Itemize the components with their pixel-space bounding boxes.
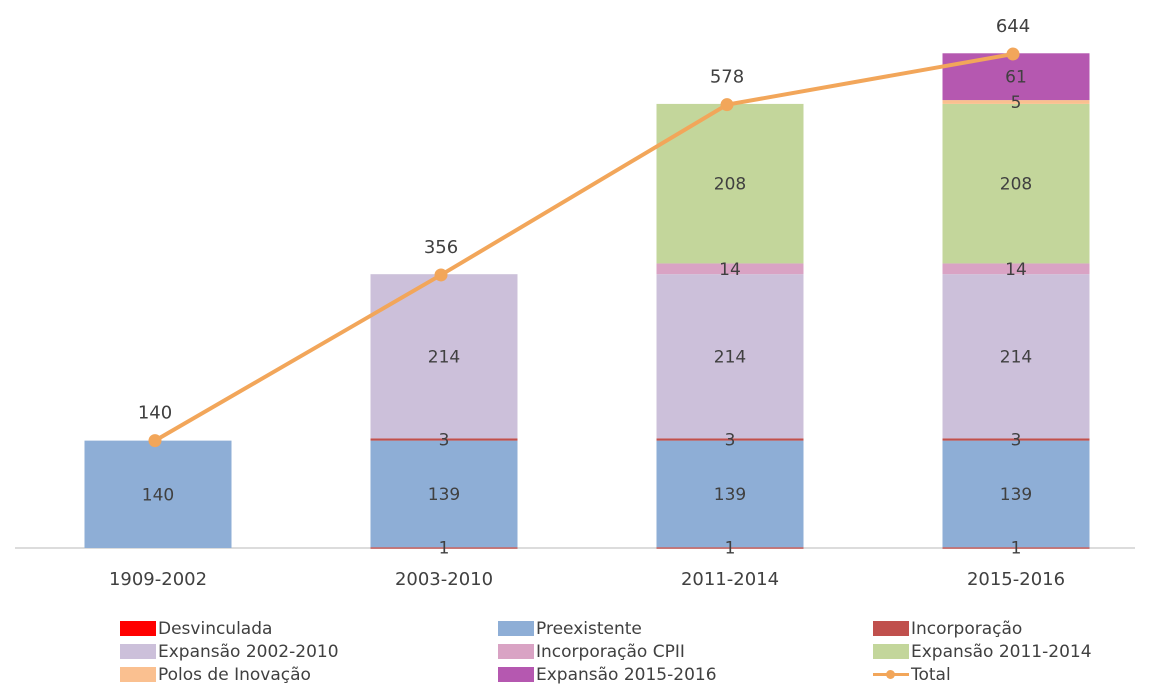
x-tick-label: 2011-2014 xyxy=(681,569,779,590)
total-series-line xyxy=(153,52,1014,443)
segment-labels: 140 1 139 3 214 1 139 3 214 14 208 1 139 3 214 14 208 5 61 xyxy=(142,68,1032,559)
segment-value-label: 1 xyxy=(1011,539,1022,559)
bar-segment xyxy=(942,274,1090,439)
segment-value-label: 1 xyxy=(439,539,450,559)
legend-item: Total xyxy=(873,665,951,685)
legend-label: Polos de Inovação xyxy=(158,664,311,685)
segment-value-label: 214 xyxy=(1000,347,1032,367)
legend-item: Desvinculada xyxy=(120,619,498,639)
legend-item: Incorporação CPII xyxy=(498,642,873,662)
legend-label: Preexistente xyxy=(536,618,642,639)
bar-segment xyxy=(656,263,804,275)
total-line: 140 356 578 644 xyxy=(138,16,1030,448)
legend-swatch xyxy=(120,667,156,682)
legend-item: Expansão 2015-2016 xyxy=(498,665,873,685)
legend-row: Polos de Inovação Expansão 2015-2016 Total xyxy=(120,663,1130,686)
total-value-label: 356 xyxy=(424,237,458,258)
segment-value-label: 139 xyxy=(1000,485,1032,505)
legend-swatch xyxy=(498,667,534,682)
legend-label: Incorporação CPII xyxy=(536,641,685,662)
x-tick-labels: 1909-2002 2003-2010 2011-2014 2015-2016 xyxy=(109,569,1065,590)
bars xyxy=(84,53,1090,549)
legend-label: Incorporação xyxy=(911,618,1023,639)
total-point xyxy=(434,268,448,282)
legend-row: Expansão 2002-2010 Incorporação CPII Expan… xyxy=(120,640,1130,663)
bar-segment xyxy=(656,440,804,548)
legend-label: Expansão 2002-2010 xyxy=(158,641,339,662)
legend-item: Expansão 2002-2010 xyxy=(120,642,498,662)
segment-value-label: 140 xyxy=(142,485,174,505)
total-value-label: 578 xyxy=(710,67,744,88)
segment-value-label: 61 xyxy=(1005,68,1027,88)
bar-segment xyxy=(942,100,1090,104)
legend-swatch xyxy=(120,621,156,636)
segment-value-label: 208 xyxy=(714,175,746,195)
total-point xyxy=(1006,47,1020,61)
legend-label: Expansão 2011-2014 xyxy=(911,641,1092,662)
bar-segment xyxy=(656,438,804,441)
bar-segment xyxy=(370,438,518,441)
bar-segment xyxy=(942,547,1090,549)
segment-value-label: 5 xyxy=(1011,93,1022,113)
legend-swatch xyxy=(498,644,534,659)
total-point xyxy=(720,98,734,112)
legend-label: Total xyxy=(911,664,951,685)
legend-line-swatch xyxy=(873,667,909,682)
legend-swatch xyxy=(120,644,156,659)
legend-label: Desvinculada xyxy=(158,618,273,639)
bar-segment xyxy=(942,103,1090,264)
total-point xyxy=(148,434,162,448)
total-value-label: 644 xyxy=(996,16,1030,37)
bar-segment xyxy=(370,440,518,548)
legend-swatch xyxy=(873,644,909,659)
bar-segment xyxy=(656,547,804,549)
legend-item: Polos de Inovação xyxy=(120,665,498,685)
legend-item: Preexistente xyxy=(498,619,873,639)
legend-swatch xyxy=(498,621,534,636)
segment-value-label: 139 xyxy=(428,485,460,505)
x-tick-label: 1909-2002 xyxy=(109,569,207,590)
segment-value-label: 14 xyxy=(1005,260,1027,280)
segment-value-label: 214 xyxy=(428,347,460,367)
x-tick-label: 2015-2016 xyxy=(967,569,1065,590)
segment-value-label: 139 xyxy=(714,485,746,505)
bar-segment xyxy=(84,440,232,548)
total-value-label: 140 xyxy=(138,403,172,424)
segment-value-label: 3 xyxy=(725,430,736,450)
legend-row: Desvinculada Preexistente Incorporação xyxy=(120,617,1130,640)
legend-swatch xyxy=(873,621,909,636)
bar-segment xyxy=(656,274,804,439)
segment-value-label: 14 xyxy=(719,260,741,280)
segment-value-label: 3 xyxy=(1011,430,1022,450)
segment-value-label: 214 xyxy=(714,347,746,367)
segment-value-label: 3 xyxy=(439,430,450,450)
bar-segment xyxy=(942,438,1090,441)
legend-label: Expansão 2015-2016 xyxy=(536,664,717,685)
legend-item: Expansão 2011-2014 xyxy=(873,642,1092,662)
segment-value-label: 1 xyxy=(725,539,736,559)
stacked-bar-chart: 140 1 139 3 214 1 139 3 214 14 208 1 139 3 214 14 208 5 61… xyxy=(15,16,1135,590)
legend-item: Incorporação xyxy=(873,619,1022,639)
bar-segment xyxy=(370,547,518,549)
bar-segment xyxy=(942,440,1090,548)
legend: Desvinculada Preexistente Incorporação Expa… xyxy=(120,617,1130,686)
segment-value-label: 208 xyxy=(1000,175,1032,195)
bar-segment xyxy=(942,263,1090,275)
x-tick-label: 2003-2010 xyxy=(395,569,493,590)
